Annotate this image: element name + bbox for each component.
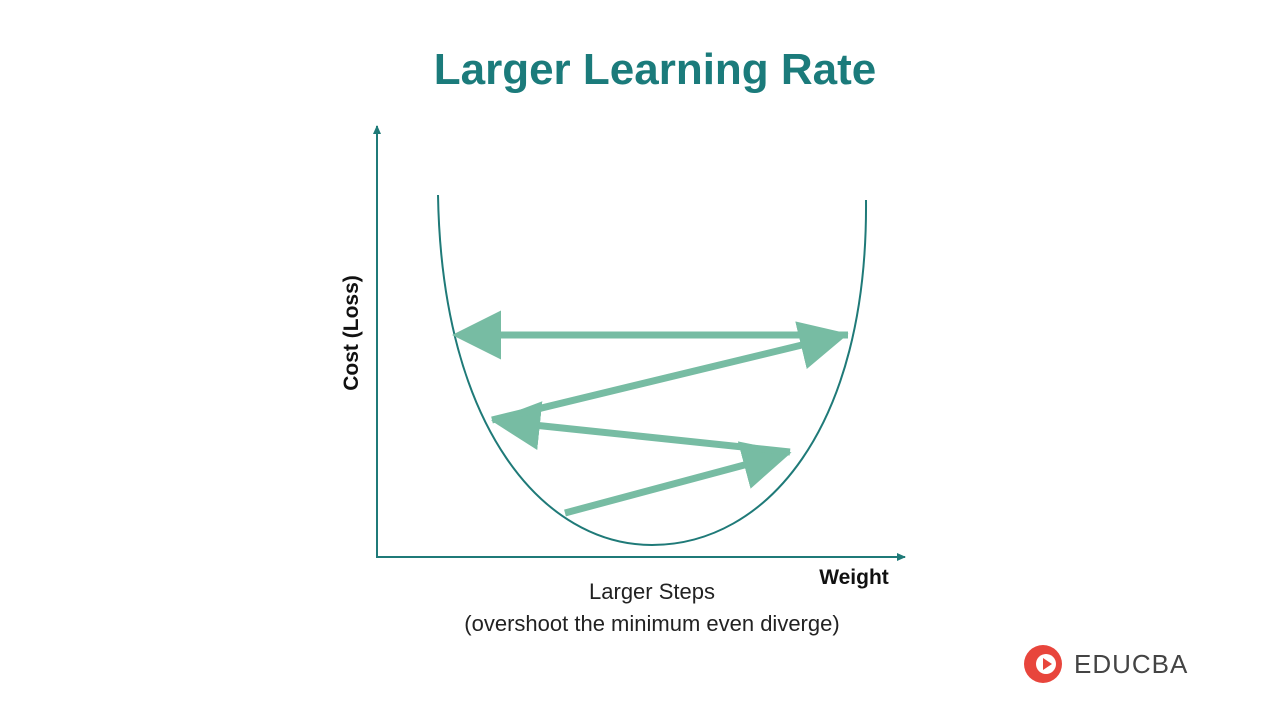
title: Larger Learning Rate	[434, 45, 877, 94]
logo-play	[1043, 658, 1052, 670]
x-axis-label: Weight	[819, 566, 889, 589]
step-arrow	[491, 401, 791, 456]
logo: EDUCBA	[1024, 645, 1188, 683]
logo-text: EDUCBA	[1074, 649, 1188, 679]
caption: (overshoot the minimum even diverge)	[464, 611, 839, 636]
cost-curve	[437, 194, 868, 547]
steps	[452, 310, 849, 517]
step-arrow	[564, 441, 792, 517]
y-axis-label: Cost (Loss)	[340, 275, 363, 391]
step-arrow	[491, 321, 849, 424]
caption: Larger Steps	[589, 579, 715, 604]
